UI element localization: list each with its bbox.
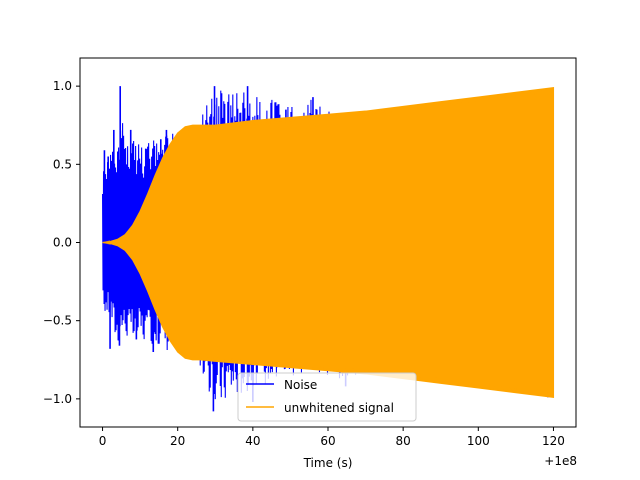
legend: Noise unwhitened signal bbox=[237, 372, 417, 422]
y-tick-label-1: 0.5 bbox=[53, 157, 72, 171]
y-tick-label-4: −1.0 bbox=[43, 392, 72, 406]
axes: 0 20 40 60 80 100 120 1.0 0.5 0.0 −0.5 −1.0 bbox=[43, 57, 577, 448]
x-tick-label-1: 20 bbox=[170, 434, 185, 448]
plot-area bbox=[102, 86, 555, 412]
legend-frame bbox=[237, 372, 417, 422]
y-tick-label-2: 0.0 bbox=[53, 236, 72, 250]
y-tick-label-0: 1.0 bbox=[53, 79, 72, 93]
x-tick-label-3: 60 bbox=[320, 434, 335, 448]
x-tick-label-0: 0 bbox=[99, 434, 107, 448]
legend-label-unwhitened-signal: unwhitened signal bbox=[284, 401, 394, 415]
x-tick-label-4: 80 bbox=[396, 434, 411, 448]
x-offset-label: +1e8 bbox=[544, 454, 577, 468]
legend-label-noise: Noise bbox=[284, 378, 317, 392]
x-tick-label-6: 120 bbox=[542, 434, 565, 448]
y-tick-label-3: −0.5 bbox=[43, 314, 72, 328]
x-tick-label-5: 100 bbox=[467, 434, 490, 448]
series-line-unwhitened-signal bbox=[102, 89, 554, 397]
x-axis-label: Time (s) bbox=[303, 456, 353, 470]
x-tick-label-2: 40 bbox=[245, 434, 260, 448]
